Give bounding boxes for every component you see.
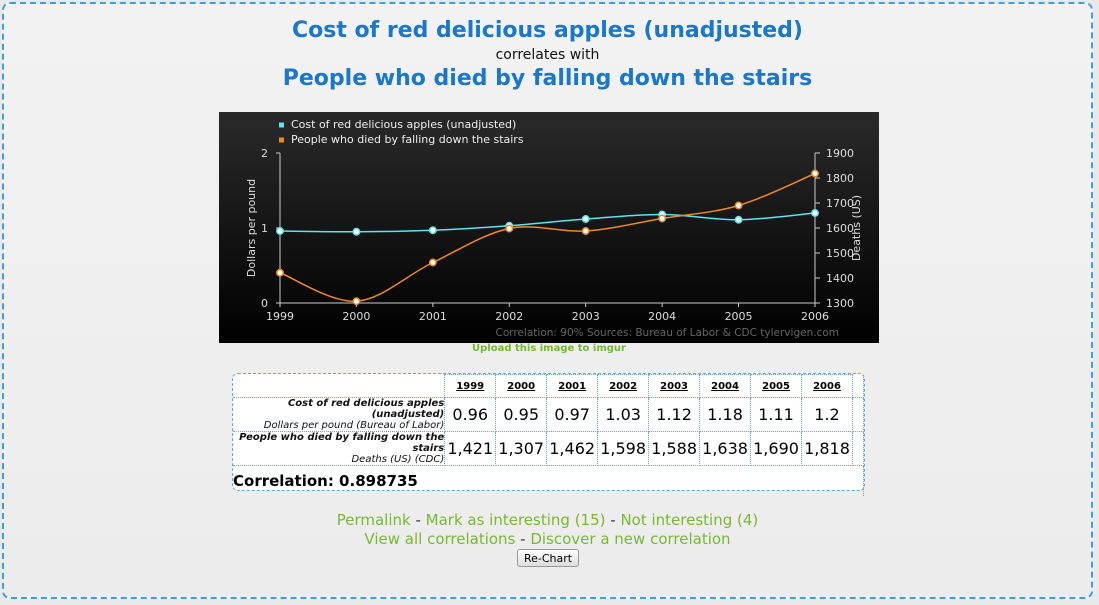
left-axis-title: Dollars per pound — [245, 179, 258, 277]
cell-value: 1.2 — [801, 397, 853, 432]
cell-value: 0.96 — [444, 397, 497, 432]
table-header-row: 1999 2000 2001 2002 2003 2004 2005 2006 — [233, 374, 865, 398]
cell-value: 1,818 — [801, 431, 853, 466]
cell-value: 1,598 — [597, 431, 650, 466]
links-row-1: Permalink - Mark as interesting (15) - N… — [0, 511, 1095, 529]
table-row-apples: Cost of red delicious apples (unadjusted… — [233, 397, 865, 432]
page-title-primary: Cost of red delicious apples (unadjusted… — [292, 18, 803, 43]
x-tick-label: 2003 — [572, 310, 600, 323]
links-row-2: View all correlations - Discover a new c… — [0, 530, 1095, 548]
right-tick-label: 1500 — [826, 247, 854, 260]
right-tick-label: 1600 — [826, 222, 854, 235]
year-2000[interactable]: 2000 — [495, 374, 548, 398]
discover-link[interactable]: Discover a new correlation — [530, 530, 731, 548]
view-all-link[interactable]: View all correlations — [364, 530, 516, 548]
cell-value: 1.12 — [648, 397, 701, 432]
upload-imgur-link[interactable]: Upload this image to imgur — [472, 343, 626, 354]
correlation-value: Correlation: 0.898735 — [233, 465, 864, 496]
year-1999[interactable]: 1999 — [444, 374, 497, 398]
year-2002[interactable]: 2002 — [597, 374, 650, 398]
data-point-apples — [352, 227, 361, 236]
link-separator: - — [515, 530, 531, 548]
correlation-chart: 1999 2000 2001 2002 2003 2004 2005 2006 0 1 2 1300 1… — [219, 112, 879, 343]
chart-footer: Correlation: 90% Sources: Bureau of Labo… — [496, 327, 840, 339]
x-tick-label: 2002 — [495, 310, 523, 323]
page-title-secondary: People who died by falling down the stai… — [282, 66, 813, 91]
data-point-stairs — [658, 214, 667, 223]
right-tick-label: 1800 — [826, 172, 854, 185]
right-tick-label: 1400 — [826, 272, 854, 285]
right-tick-label: 1700 — [826, 197, 854, 210]
correlation-row: Correlation: 0.898735 — [233, 465, 864, 496]
data-point-apples — [581, 215, 590, 223]
row-label: People who died by falling down the stai… — [239, 432, 445, 454]
legend-swatch — [279, 122, 284, 128]
year-2004[interactable]: 2004 — [699, 374, 752, 398]
permalink-link[interactable]: Permalink — [336, 511, 411, 529]
data-point-apples — [811, 209, 819, 217]
cell-value: 1,588 — [648, 431, 701, 466]
x-tick-label: 2001 — [419, 310, 447, 323]
data-point-apples — [428, 226, 437, 235]
table-row-stairs: People who died by falling down the stai… — [233, 431, 865, 466]
legend-label: Cost of red delicious apples (unadjusted… — [291, 118, 516, 131]
data-point-stairs — [428, 258, 437, 267]
cell-value: 1,690 — [750, 431, 803, 466]
cell-value: 1,307 — [495, 431, 548, 466]
data-point-apples — [276, 227, 284, 235]
cell-value: 1,421 — [444, 431, 497, 466]
data-point-stairs — [352, 297, 361, 306]
right-axis-title: Deaths (US) — [850, 195, 863, 261]
left-tick-label: 2 — [261, 147, 268, 160]
cell-value: 0.97 — [546, 397, 599, 432]
data-point-stairs — [581, 227, 590, 235]
row-sublabel: Deaths (US) (CDC) — [351, 454, 445, 465]
x-tick-label: 2006 — [801, 310, 829, 323]
cell-value: 0.95 — [495, 397, 548, 432]
left-tick-label: 1 — [261, 222, 268, 235]
data-point-stairs — [734, 201, 743, 210]
data-point-stairs — [276, 268, 284, 277]
right-tick-label: 1900 — [826, 147, 854, 160]
cell-value: 1.18 — [699, 397, 752, 432]
mark-interesting-link[interactable]: Mark as interesting (15) — [425, 511, 606, 529]
re-chart-button[interactable]: Re-Chart — [517, 549, 579, 567]
series-line-apples — [279, 212, 816, 233]
correlates-with-label: correlates with — [495, 47, 600, 63]
cell-value: 1.03 — [597, 397, 650, 432]
year-2001[interactable]: 2001 — [546, 374, 599, 398]
x-tick-label: 2005 — [725, 310, 753, 323]
year-2006[interactable]: 2006 — [801, 374, 853, 398]
x-tick-label: 2004 — [648, 310, 676, 323]
left-tick-label: 0 — [261, 297, 268, 310]
chart-svg: 1999 2000 2001 2002 2003 2004 2005 2006 0 1 2 1300 1… — [219, 112, 879, 343]
row-label: Cost of red delicious apples (unadjusted… — [287, 398, 445, 420]
chart-background — [219, 112, 879, 343]
legend-label: People who died by falling down the stai… — [291, 133, 524, 146]
cell-value: 1,638 — [699, 431, 752, 466]
cell-value: 1,462 — [546, 431, 599, 466]
year-2003[interactable]: 2003 — [648, 374, 701, 398]
data-point-stairs — [811, 169, 819, 178]
cell-value: 1.11 — [750, 397, 803, 432]
x-tick-label: 2000 — [342, 310, 370, 323]
right-tick-label: 1300 — [826, 297, 854, 310]
data-table: 1999 2000 2001 2002 2003 2004 2005 2006 … — [232, 373, 865, 496]
link-separator: - — [410, 511, 426, 529]
x-tick-label: 1999 — [266, 310, 294, 323]
data-point-apples — [734, 215, 743, 224]
link-separator: - — [605, 511, 621, 529]
legend-swatch — [279, 137, 284, 143]
data-point-stairs — [505, 224, 514, 233]
row-sublabel: Dollars per pound (Bureau of Labor) — [263, 420, 445, 431]
year-2005[interactable]: 2005 — [750, 374, 803, 398]
not-interesting-link[interactable]: Not interesting (4) — [620, 511, 759, 529]
